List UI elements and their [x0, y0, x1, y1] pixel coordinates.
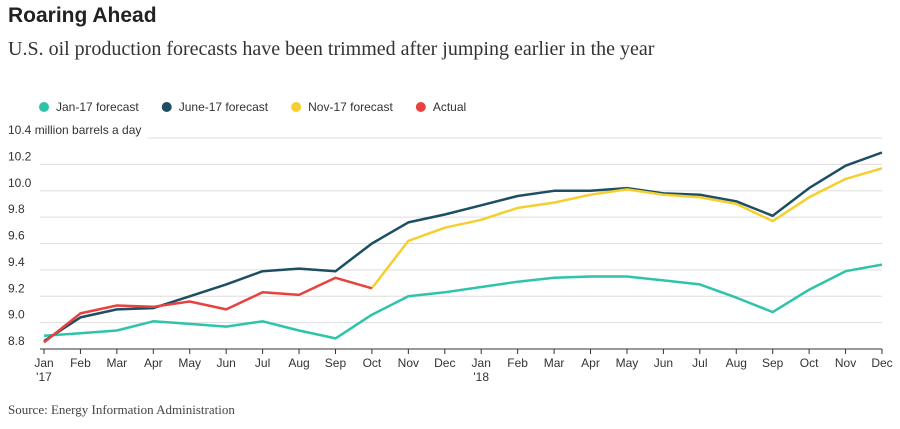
- x-tick-label: Jul: [692, 356, 708, 370]
- source: Source: Energy Information Administratio…: [8, 402, 235, 417]
- y-tick-label: 9.4: [8, 255, 25, 269]
- legend-label: Actual: [433, 100, 466, 114]
- y-tick-label: 9.8: [8, 202, 25, 216]
- x-tick-label: Jul: [254, 356, 271, 370]
- series-line: [43, 276, 373, 344]
- legend-marker: [291, 102, 302, 112]
- x-tick-label: Mar: [543, 356, 565, 370]
- chart-title: Roaring Ahead: [8, 4, 157, 27]
- x-tick-label: Aug: [288, 356, 310, 370]
- y-tick-label: 10.0: [8, 176, 32, 190]
- legend-marker: [161, 102, 172, 112]
- x-tick-label: Apr: [581, 356, 600, 370]
- x-tick-label: May: [615, 356, 639, 370]
- y-tick-label: 10.2: [8, 149, 32, 163]
- x-tick-label: Jan '17: [34, 356, 54, 384]
- x-tick-label: Nov: [834, 356, 857, 370]
- x-tick-label: Dec: [871, 356, 893, 370]
- x-tick-label: Jan '18: [471, 356, 491, 384]
- x-tick-label: May: [178, 356, 202, 370]
- legend-label: June-17 forecast: [179, 100, 269, 114]
- legend-marker: [39, 102, 49, 112]
- legend-marker: [415, 102, 426, 112]
- x-tick-label: Dec: [434, 356, 456, 370]
- y-tick-label: 9.0: [8, 308, 25, 322]
- x-tick-label: Jun: [216, 356, 236, 370]
- x-tick-label: Mar: [106, 356, 128, 370]
- x-tick-label: Feb: [70, 356, 91, 370]
- x-tick-label: Jun: [653, 356, 674, 370]
- y-tick-label: 8.8: [8, 334, 25, 348]
- x-tick-label: Aug: [725, 356, 747, 370]
- x-tick-label: Apr: [143, 356, 163, 370]
- y-tick-label: 10.4 million barrels a day: [8, 123, 141, 137]
- y-tick-label: 9.6: [8, 229, 25, 243]
- x-tick-label: Nov: [397, 356, 420, 370]
- chart-subtitle: U.S. oil production forecasts have been …: [8, 38, 655, 60]
- x-tick-label: Sep: [324, 356, 347, 370]
- series-line: [370, 167, 883, 290]
- x-tick-label: Oct: [799, 356, 819, 370]
- y-tick-label: 9.2: [8, 281, 25, 295]
- series-line: [43, 263, 883, 340]
- x-tick-label: Oct: [362, 356, 382, 370]
- legend-label: Jan-17 forecast: [56, 100, 139, 114]
- series-line: [43, 151, 883, 343]
- x-tick-label: Sep: [762, 356, 784, 370]
- x-tick-label: Feb: [507, 356, 528, 370]
- legend-label: Nov-17 forecast: [308, 100, 393, 114]
